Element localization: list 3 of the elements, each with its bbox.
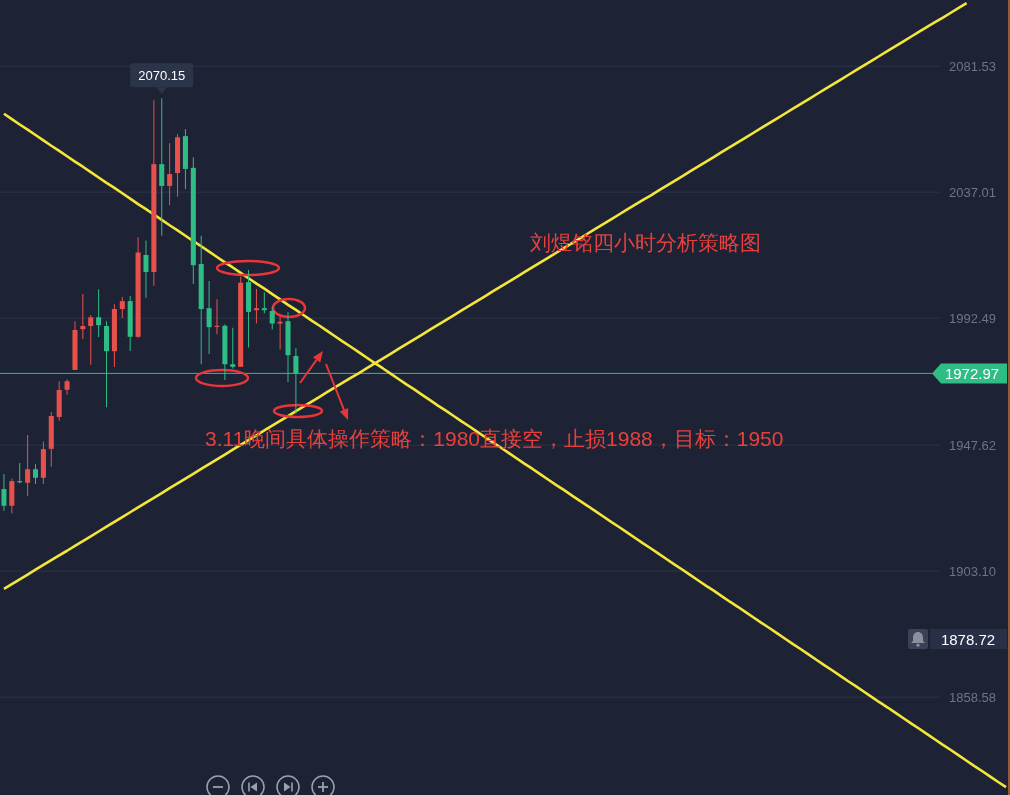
ref-line-label: 1972.97 <box>944 364 1000 382</box>
annotation: 2070.15 <box>138 67 186 83</box>
annotation: 1878.72 <box>940 630 996 648</box>
